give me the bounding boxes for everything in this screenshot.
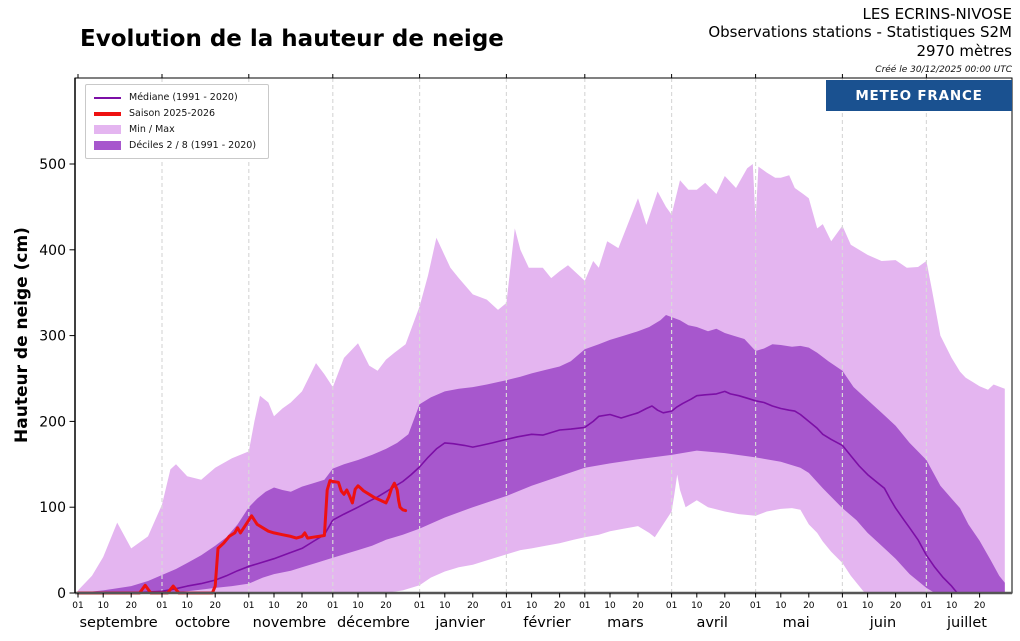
legend-label-minmax: Min / Max [129, 123, 175, 135]
month-label: juillet [946, 615, 987, 631]
header-right: LES ECRINS-NIVOSE Observations stations … [708, 5, 1012, 60]
x-tick-label: 20 [632, 601, 644, 611]
x-tick-label: 10 [526, 601, 538, 611]
y-tick-label: 500 [39, 157, 66, 173]
x-tick-label: 10 [268, 601, 280, 611]
legend-item-deciles: Déciles 2 / 8 (1991 - 2020) [94, 140, 260, 152]
x-tick-label: 01 [666, 601, 677, 611]
x-tick-label: 01 [72, 601, 83, 611]
month-label: janvier [434, 615, 485, 631]
y-tick-label: 200 [39, 414, 66, 430]
deciles-band-swatch [94, 141, 121, 151]
x-tick-label: 10 [691, 601, 703, 611]
x-tick-label: 20 [467, 601, 479, 611]
x-tick-label: 10 [439, 601, 451, 611]
x-tick-label: 20 [125, 601, 137, 611]
page-title: Evolution de la hauteur de neige [80, 26, 504, 52]
month-label: novembre [253, 615, 327, 631]
season-line-swatch [94, 112, 121, 116]
y-tick-label: 400 [39, 243, 66, 259]
x-tick-label: 01 [921, 601, 932, 611]
month-label: octobre [175, 615, 230, 631]
x-tick-label: 01 [837, 601, 848, 611]
month-label: juin [869, 615, 896, 631]
x-tick-label: 10 [604, 601, 616, 611]
x-tick-label: 10 [97, 601, 109, 611]
x-tick-label: 10 [352, 601, 364, 611]
x-tick-label: 20 [554, 601, 566, 611]
y-tick-label: 100 [39, 500, 66, 516]
header-subtitle: Observations stations - Statistiques S2M [708, 23, 1012, 42]
legend-item-mediane: Médiane (1991 - 2020) [94, 92, 260, 104]
x-tick-label: 20 [719, 601, 731, 611]
legend: Médiane (1991 - 2020) Saison 2025-2026 M… [85, 84, 269, 159]
legend-item-minmax: Min / Max [94, 124, 260, 136]
legend-label-mediane: Médiane (1991 - 2020) [129, 92, 238, 103]
month-label: mars [607, 615, 644, 631]
station-altitude: 2970 mètres [916, 41, 1012, 60]
median-line-swatch [94, 96, 121, 99]
x-tick-label: 20 [296, 601, 308, 611]
month-label: mai [783, 615, 810, 631]
month-label: septembre [80, 615, 158, 631]
x-tick-label: 01 [156, 601, 167, 611]
x-tick-label: 10 [181, 601, 193, 611]
creation-timestamp: Créé le 30/12/2025 00:00 UTC [875, 65, 1012, 75]
x-tick-label: 10 [775, 601, 787, 611]
x-tick-label: 01 [243, 601, 254, 611]
x-tick-label: 01 [579, 601, 590, 611]
x-tick-label: 01 [414, 601, 425, 611]
meteo-france-badge-label: METEO FRANCE [855, 87, 983, 104]
month-label: février [523, 615, 571, 631]
meteo-france-badge: METEO FRANCE [826, 80, 1012, 111]
x-tick-label: 20 [974, 601, 986, 611]
legend-label-saison: Saison 2025-2026 [129, 107, 216, 119]
y-tick-label: 300 [39, 329, 66, 345]
x-tick-label: 10 [862, 601, 874, 611]
x-tick-label: 01 [750, 601, 761, 611]
month-label: décembre [337, 615, 410, 631]
x-tick-label: 20 [209, 601, 221, 611]
x-tick-label: 20 [803, 601, 815, 611]
y-tick-label: 0 [57, 586, 66, 602]
median-line [77, 390, 1006, 594]
x-tick-label: 20 [380, 601, 392, 611]
x-tick-label: 01 [501, 601, 512, 611]
legend-item-saison: Saison 2025-2026 [94, 108, 260, 120]
decile-band [78, 315, 1005, 593]
station-name: LES ECRINS-NIVOSE [862, 5, 1012, 23]
x-tick-label: 10 [946, 601, 958, 611]
season-line [76, 479, 408, 595]
month-label: avril [696, 615, 728, 631]
x-tick-label: 20 [890, 601, 902, 611]
minmax-band-swatch [94, 125, 121, 135]
legend-label-deciles: Déciles 2 / 8 (1991 - 2020) [129, 139, 257, 151]
x-tick-label: 01 [327, 601, 338, 611]
